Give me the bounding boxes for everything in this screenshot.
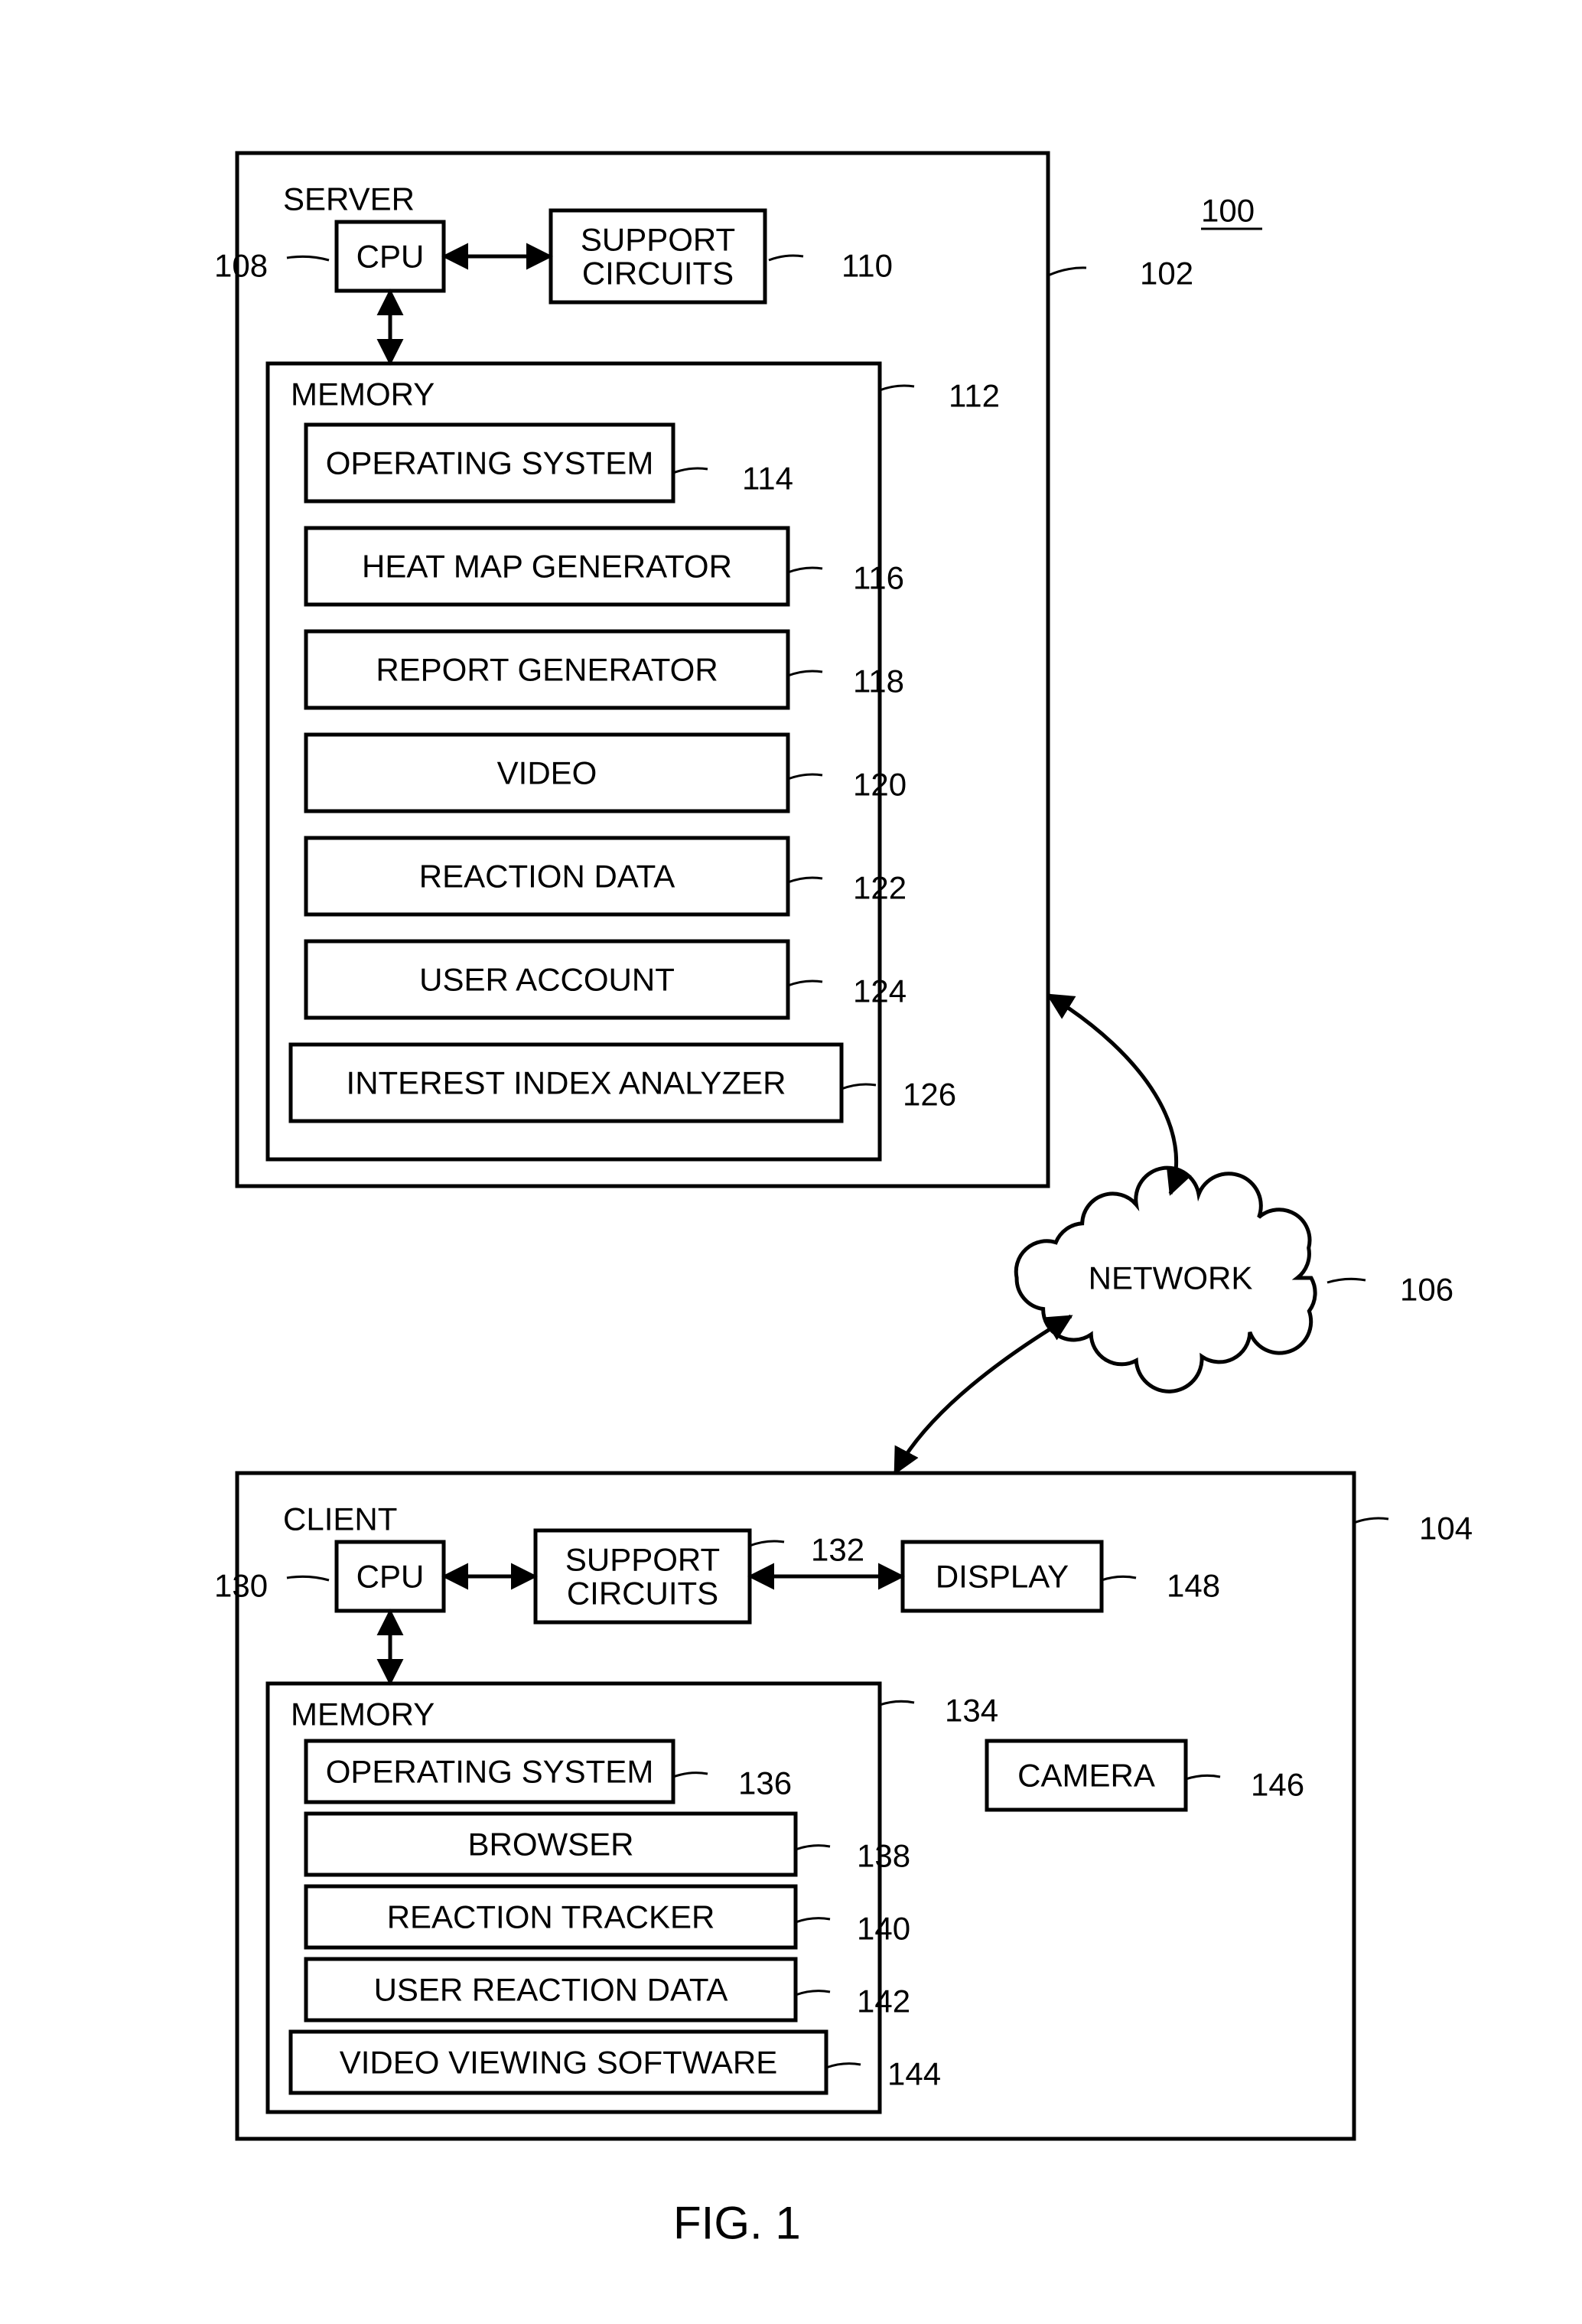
ref-140: 140 — [857, 1911, 910, 1947]
ref-116: 116 — [853, 560, 904, 596]
network-label: NETWORK — [1089, 1260, 1253, 1296]
patent-diagram: SERVER102CPU108SUPPORTCIRCUITS110MEMORY1… — [0, 0, 1582, 2324]
server-mem-item-2: REPORT GENERATOR — [376, 652, 718, 688]
ref-120: 120 — [853, 767, 907, 803]
ref-106: 106 — [1400, 1272, 1453, 1308]
server-mem-item-6: INTEREST INDEX ANALYZER — [347, 1065, 786, 1101]
client-mem-item-1: BROWSER — [467, 1827, 633, 1863]
server-mem-item-0: OPERATING SYSTEM — [326, 445, 654, 481]
server-mem-item-4: REACTION DATA — [419, 859, 675, 895]
ref-130: 130 — [214, 1568, 268, 1604]
server-memory-title: MEMORY — [291, 376, 435, 412]
client-mem-item-0: OPERATING SYSTEM — [326, 1754, 654, 1790]
ref-110: 110 — [841, 248, 893, 284]
client-cpu: CPU — [356, 1559, 425, 1595]
server-mem-item-3: VIDEO — [497, 755, 597, 791]
client-camera: CAMERA — [1017, 1758, 1155, 1794]
figure-label: FIG. 1 — [673, 2198, 801, 2249]
ref-114: 114 — [742, 461, 793, 497]
ref-142: 142 — [857, 1983, 910, 2019]
server-support-l2: CIRCUITS — [582, 256, 734, 292]
ref-104: 104 — [1419, 1511, 1473, 1547]
ref-122: 122 — [853, 870, 907, 906]
client-support-l2: CIRCUITS — [567, 1576, 718, 1612]
client-display: DISPLAY — [936, 1559, 1069, 1595]
ref-146: 146 — [1251, 1767, 1304, 1803]
ref-100: 100 — [1201, 193, 1255, 229]
client-mem-item-3: USER REACTION DATA — [374, 1972, 728, 2008]
ref-124: 124 — [853, 973, 907, 1009]
ref-118: 118 — [853, 663, 904, 699]
ref-136: 136 — [738, 1765, 792, 1801]
ref-108: 108 — [214, 248, 268, 284]
server-mem-item-5: USER ACCOUNT — [419, 962, 675, 998]
ref-102: 102 — [1140, 256, 1193, 292]
ref-132: 132 — [811, 1532, 864, 1568]
server-support-l1: SUPPORT — [581, 222, 735, 258]
ref-134: 134 — [945, 1693, 998, 1729]
server-title: SERVER — [283, 181, 415, 217]
client-mem-item-4: VIDEO VIEWING SOFTWARE — [340, 2045, 777, 2081]
client-mem-item-2: REACTION TRACKER — [387, 1899, 715, 1935]
ref-112: 112 — [949, 378, 1000, 414]
server-cpu: CPU — [356, 239, 425, 275]
client-title: CLIENT — [283, 1501, 397, 1537]
ref-138: 138 — [857, 1838, 910, 1874]
ref-144: 144 — [887, 2056, 941, 2092]
server-mem-item-1: HEAT MAP GENERATOR — [362, 549, 732, 585]
ref-126: 126 — [903, 1077, 956, 1113]
ref-148: 148 — [1167, 1568, 1220, 1604]
client-memory-title: MEMORY — [291, 1697, 435, 1732]
client-support-l1: SUPPORT — [565, 1542, 720, 1578]
